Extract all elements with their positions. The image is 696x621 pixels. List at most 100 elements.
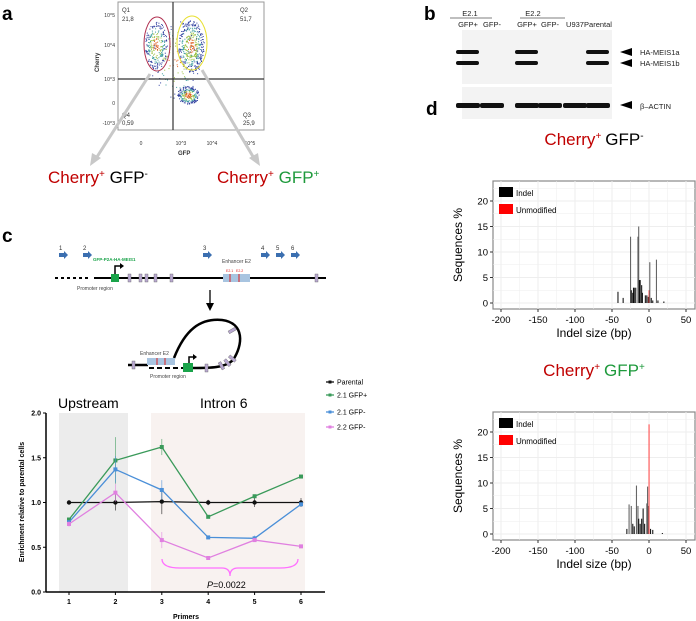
flow-event xyxy=(184,76,186,78)
flow-event xyxy=(176,64,178,66)
flow-event xyxy=(161,28,163,29)
flow-event xyxy=(194,27,196,29)
flow-event xyxy=(186,37,188,39)
flow-event xyxy=(184,100,186,102)
flow-event xyxy=(192,102,193,104)
chromatin-loop xyxy=(172,318,242,370)
flow-event xyxy=(182,95,184,97)
flow-event xyxy=(168,68,170,70)
flow-event xyxy=(166,39,167,41)
flow-event xyxy=(194,95,196,96)
band-actin xyxy=(538,103,562,108)
y-tick-label: 15 xyxy=(477,453,488,464)
flow-event xyxy=(187,102,189,104)
flow-event xyxy=(146,45,148,47)
flow-event xyxy=(201,49,202,51)
flow-event xyxy=(153,59,155,61)
flow-event xyxy=(197,34,199,36)
bar-indel xyxy=(647,486,649,534)
flow-event xyxy=(194,25,196,27)
plot-frame xyxy=(492,411,696,541)
flow-event xyxy=(193,60,195,62)
flow-event xyxy=(191,61,193,62)
flow-event xyxy=(201,44,203,46)
bar-indel xyxy=(638,518,640,534)
flow-event xyxy=(160,52,162,54)
flow-event xyxy=(196,66,198,68)
flow-event xyxy=(188,53,190,55)
tss-arrow-icon xyxy=(193,354,197,360)
flow-event xyxy=(197,96,199,98)
flow-event xyxy=(148,59,150,61)
flow-event xyxy=(180,97,182,98)
primer-arrow-icon xyxy=(291,251,300,259)
flow-event xyxy=(191,39,193,41)
legend-label: Parental xyxy=(337,380,364,387)
flow-event xyxy=(188,25,190,27)
flow-event xyxy=(198,32,200,34)
flow-event xyxy=(194,30,196,32)
data-point xyxy=(67,517,71,522)
flow-event xyxy=(187,28,189,30)
flow-event xyxy=(187,23,189,25)
flow-event xyxy=(184,77,186,79)
data-point xyxy=(206,535,211,540)
flow-event xyxy=(178,48,180,50)
flow-event xyxy=(179,62,181,64)
y-tick-label: 5 xyxy=(483,504,488,515)
flow-event xyxy=(149,42,150,44)
flow-event xyxy=(193,48,195,50)
y-tick-label: 0 xyxy=(483,530,488,541)
flow-event xyxy=(183,48,185,50)
flow-event xyxy=(155,28,157,30)
bar-indel xyxy=(652,529,654,534)
flow-event xyxy=(155,31,156,33)
flow-event xyxy=(165,56,167,58)
flow-event xyxy=(190,95,192,97)
gate-cherry-gfp-pos xyxy=(176,15,208,71)
flow-event xyxy=(201,41,202,43)
flow-event xyxy=(201,36,203,38)
flow-event xyxy=(161,54,163,56)
band-meis1a xyxy=(586,50,609,54)
title-part: Cherry xyxy=(543,361,595,380)
flow-event xyxy=(180,88,182,90)
arrow-to-gfp-pos xyxy=(200,69,257,161)
flow-event xyxy=(197,62,199,64)
flow-event xyxy=(165,46,167,48)
flow-event xyxy=(193,34,195,36)
flow-event xyxy=(182,73,184,75)
flow-event xyxy=(163,40,165,42)
flow-event xyxy=(175,42,176,44)
flow-event xyxy=(157,72,159,73)
flow-event xyxy=(164,29,166,31)
flow-event xyxy=(200,58,202,60)
flow-event xyxy=(186,46,188,47)
loop-enhancer-label: Enhancer E2 xyxy=(140,351,169,357)
panel-label-d: d xyxy=(426,99,438,120)
flow-event xyxy=(173,80,175,82)
flow-event xyxy=(194,65,196,67)
flow-event xyxy=(182,31,184,32)
flow-event xyxy=(186,41,188,43)
legend-label: 2.1 GFP+ xyxy=(337,393,367,400)
flow-event xyxy=(154,61,156,63)
flow-event xyxy=(187,27,189,29)
flow-event xyxy=(201,57,203,59)
flow-event xyxy=(186,40,187,42)
flow-event xyxy=(184,58,186,60)
flow-xtick: 10^4 xyxy=(207,141,218,147)
bar-indel xyxy=(626,528,628,534)
flow-y-label: Cherry xyxy=(95,52,101,72)
flow-event xyxy=(160,46,162,48)
flow-event xyxy=(185,29,187,31)
flow-event xyxy=(185,68,187,70)
flow-event xyxy=(148,38,150,40)
flow-event xyxy=(190,32,192,34)
flow-event xyxy=(188,51,190,53)
flow-event xyxy=(202,46,204,48)
flow-event xyxy=(192,23,194,25)
flow-event xyxy=(188,52,190,54)
flow-event xyxy=(182,93,183,95)
flow-event xyxy=(195,25,196,27)
